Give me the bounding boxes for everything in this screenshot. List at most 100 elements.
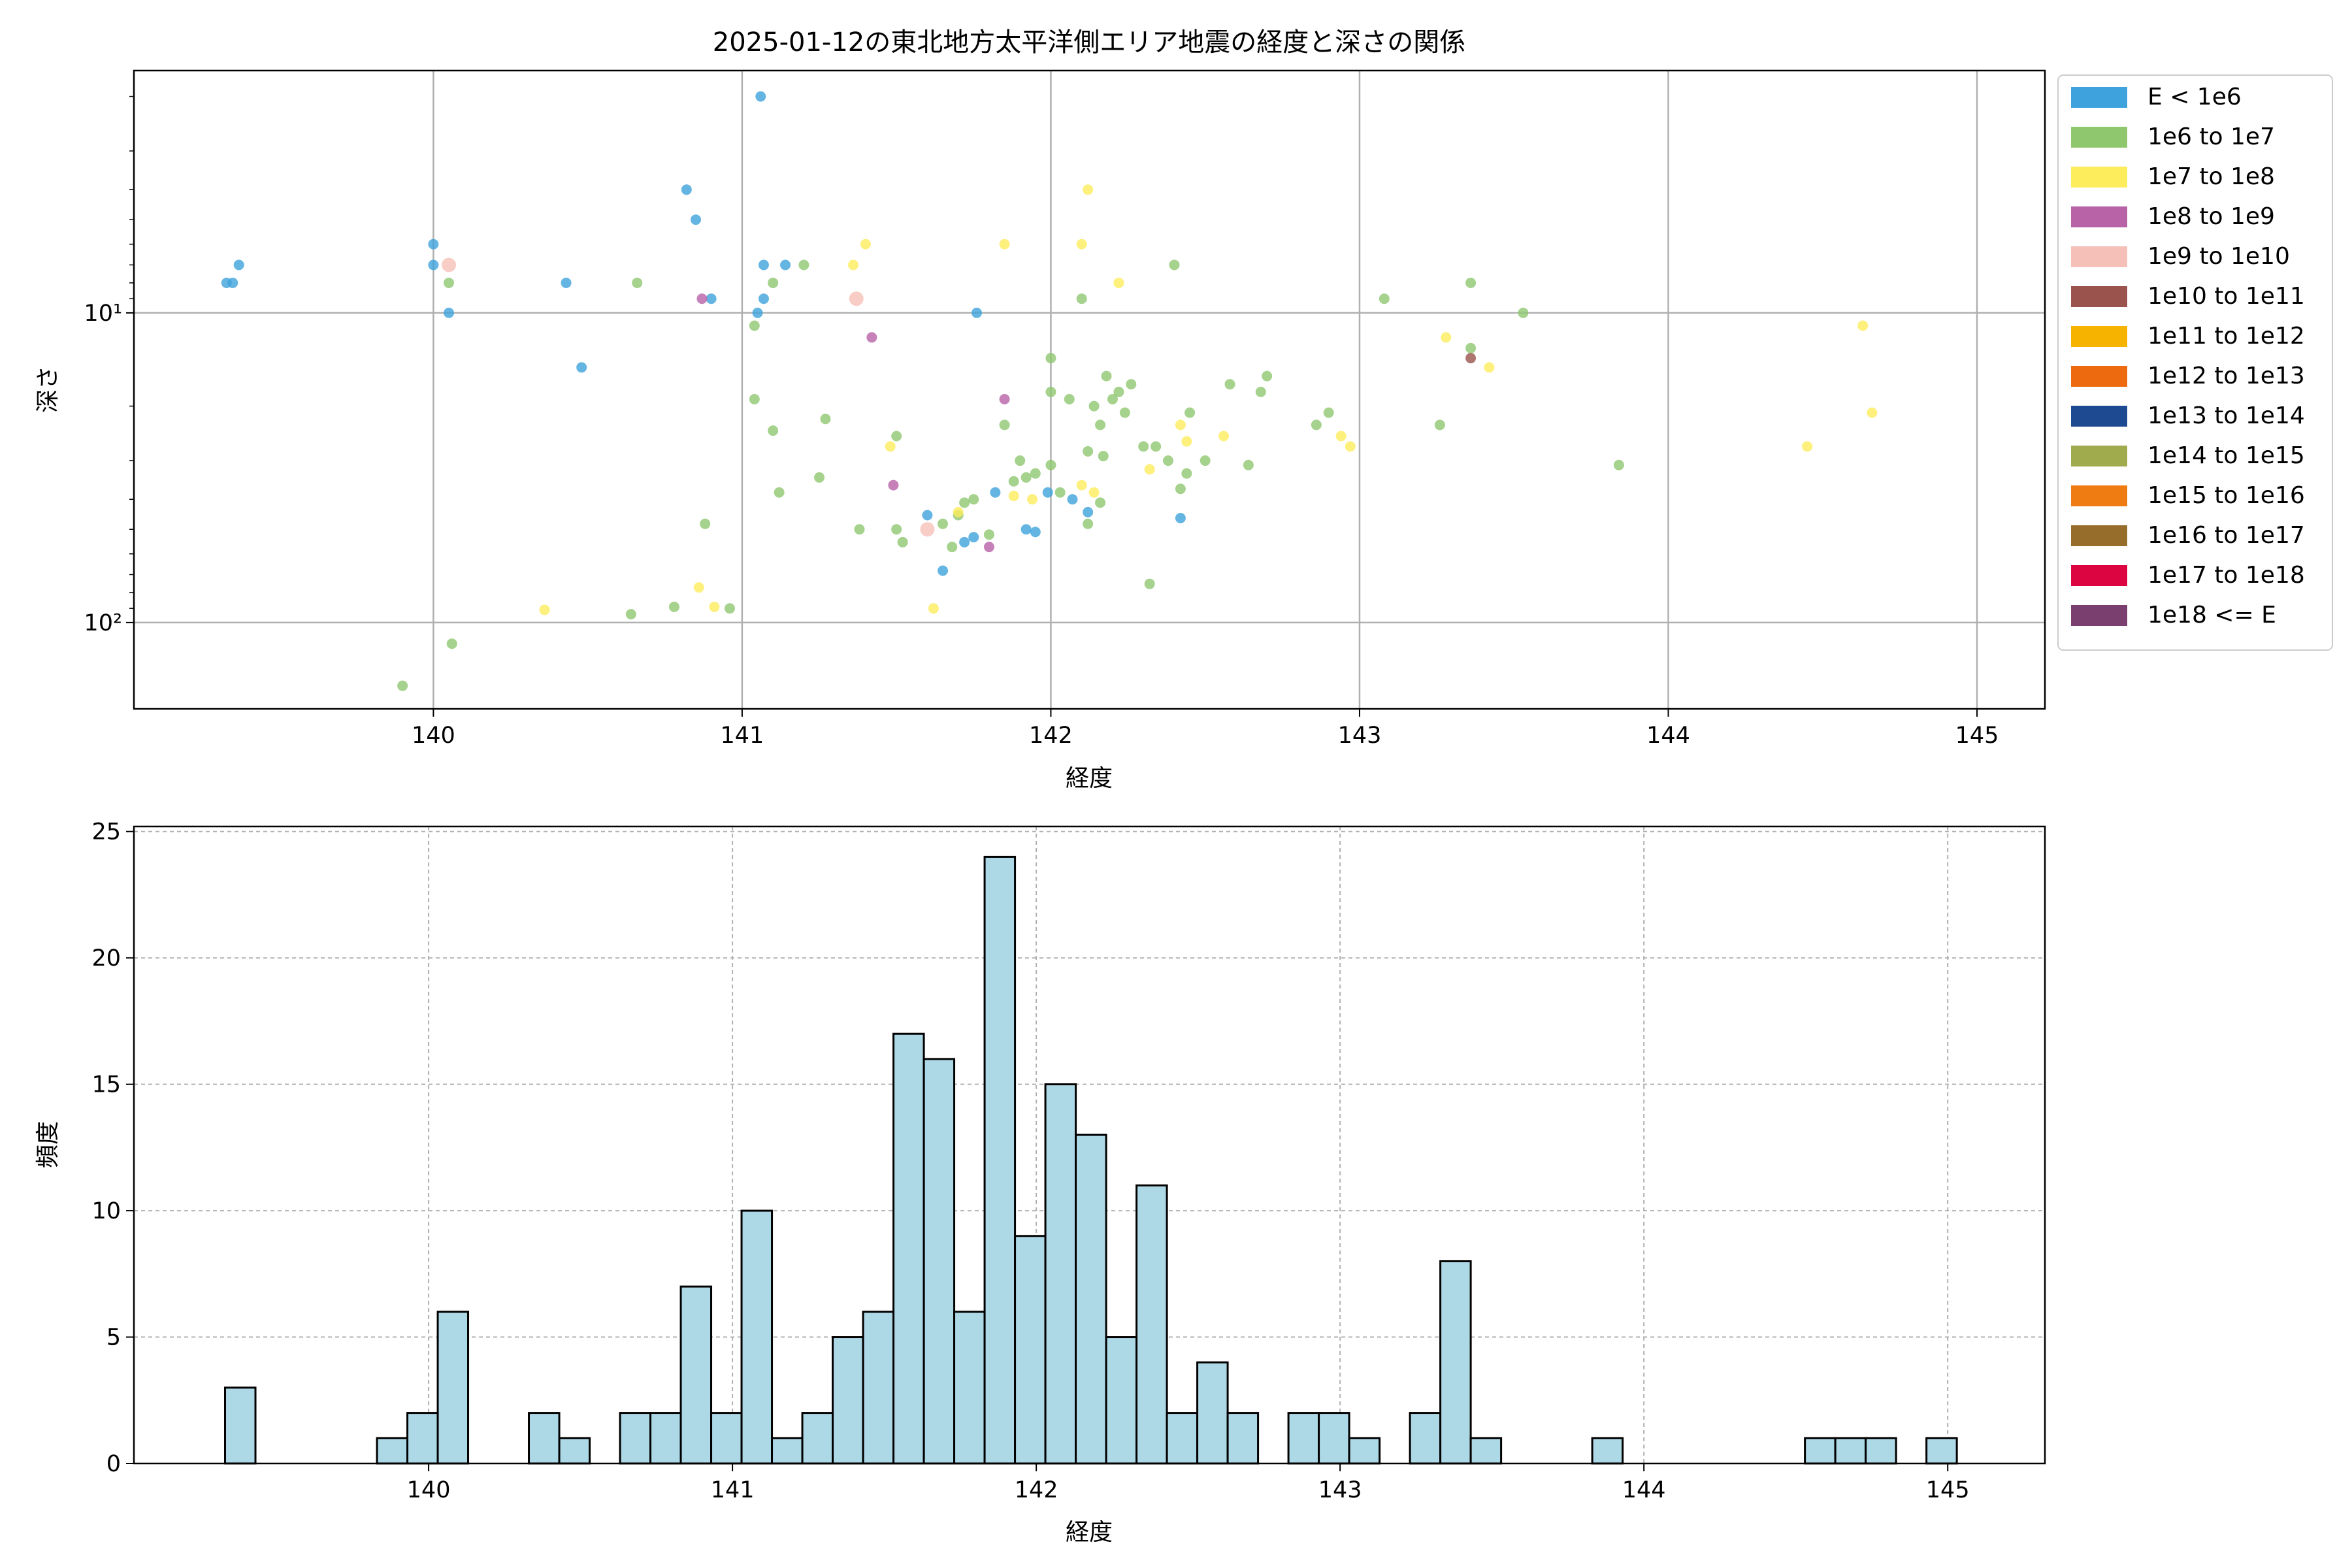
scatter-point — [1113, 386, 1124, 397]
scatter-point — [1045, 386, 1056, 397]
legend-swatch — [2071, 206, 2127, 227]
scatter-point — [1030, 527, 1041, 538]
histogram-bar — [558, 1437, 591, 1465]
scatter-point — [227, 277, 238, 288]
scatter-point — [1076, 293, 1087, 304]
legend-label: 1e10 to 1e11 — [2148, 283, 2305, 310]
histogram-y-tick-label: 0 — [106, 1451, 121, 1477]
legend-swatch — [2071, 167, 2127, 188]
histogram-bar — [436, 1311, 470, 1465]
scatter-point — [999, 419, 1010, 431]
scatter-point — [691, 214, 702, 225]
scatter-point — [758, 293, 769, 304]
scatter-point — [920, 522, 935, 537]
scatter-point — [1335, 431, 1347, 442]
scatter-point — [632, 277, 643, 288]
scatter-point — [1434, 419, 1445, 431]
scatter-point — [849, 291, 864, 306]
histogram-bar — [528, 1412, 561, 1465]
histogram-x-tick-label: 143 — [1318, 1477, 1362, 1503]
scatter-point — [1184, 407, 1196, 418]
scatter-point — [539, 604, 550, 615]
histogram-y-tick-label: 15 — [91, 1072, 121, 1098]
scatter-point — [1465, 342, 1477, 353]
scatter-points — [221, 91, 1878, 691]
histogram-bar — [1166, 1412, 1199, 1465]
histogram-x-tick-label: 144 — [1622, 1477, 1666, 1503]
histogram-bar — [862, 1311, 895, 1465]
scatter-point — [1064, 394, 1075, 405]
scatter-point — [1857, 320, 1869, 331]
histogram-bar — [679, 1285, 713, 1465]
legend-label: 1e17 to 1e18 — [2148, 562, 2305, 589]
scatter-point — [990, 487, 1001, 498]
scatter-point — [1802, 441, 1813, 452]
histogram-bar — [1075, 1134, 1107, 1465]
legend-label: E < 1e6 — [2148, 84, 2242, 110]
scatter-point — [885, 441, 896, 452]
scatter-point — [668, 601, 679, 612]
histogram-panel: 140 141 142 143 144 145 0 5 10 15 20 25 経度 頻度 — [35, 819, 2046, 1546]
scatter-point — [1175, 513, 1186, 524]
scatter-point — [1175, 483, 1186, 495]
scatter-point — [938, 565, 949, 576]
scatter-point — [947, 542, 958, 553]
histogram-bar — [892, 1032, 925, 1465]
scatter-x-tick-label: 141 — [720, 723, 764, 749]
histogram-bar — [1834, 1437, 1867, 1465]
histogram-xlabel: 経度 — [1066, 1519, 1113, 1546]
scatter-point — [700, 518, 711, 529]
scatter-point — [768, 425, 779, 436]
scatter-point — [983, 542, 994, 553]
histogram-bar — [1804, 1437, 1837, 1465]
legend-swatch — [2071, 87, 2127, 108]
scatter-point — [1379, 293, 1390, 304]
scatter-x-tick-label: 142 — [1029, 723, 1073, 749]
scatter-point — [922, 510, 933, 521]
scatter-point — [1169, 259, 1180, 270]
scatter-point — [724, 603, 735, 614]
scatter-point — [1345, 441, 1356, 452]
scatter-point — [749, 394, 760, 405]
histogram-y-tick-label: 5 — [106, 1325, 121, 1351]
scatter-point — [397, 680, 408, 691]
scatter-point — [1008, 491, 1019, 502]
scatter-point — [1076, 480, 1087, 491]
histogram-y-tick-label: 25 — [91, 819, 121, 845]
scatter-point — [854, 524, 865, 535]
legend-label: 1e8 to 1e9 — [2148, 203, 2275, 230]
histogram-bar — [983, 855, 1017, 1465]
scatter-point — [866, 332, 877, 343]
scatter-point — [1144, 464, 1155, 475]
histogram-bar — [1287, 1412, 1320, 1465]
scatter-point — [1083, 506, 1094, 517]
scatter-point — [983, 529, 994, 540]
scatter-point — [1113, 277, 1124, 288]
scatter-point — [814, 472, 825, 483]
histogram-x-tick-label: 141 — [711, 1477, 755, 1503]
histogram-bar — [1348, 1437, 1381, 1465]
scatter-point — [1015, 455, 1026, 466]
histogram-bar — [771, 1437, 804, 1465]
scatter-point — [1098, 451, 1109, 462]
scatter-point — [428, 238, 439, 250]
legend-label: 1e16 to 1e17 — [2148, 522, 2305, 549]
histogram-ticks: 140 141 142 143 144 145 0 5 10 15 20 25 — [91, 819, 1969, 1503]
scatter-point — [576, 362, 587, 373]
scatter-point — [1021, 524, 1032, 535]
histogram-bar — [1135, 1184, 1168, 1465]
scatter-point — [443, 277, 454, 288]
histogram-bar — [1014, 1235, 1047, 1465]
legend-swatch — [2071, 485, 2127, 506]
scatter-point — [1323, 407, 1334, 418]
scatter-point — [752, 307, 763, 318]
legend-label: 1e14 to 1e15 — [2148, 442, 2305, 469]
scatter-point — [1243, 459, 1254, 470]
scatter-point — [968, 494, 979, 505]
scatter-point — [1465, 277, 1477, 288]
scatter-point — [959, 497, 970, 508]
legend-swatch — [2071, 366, 2127, 387]
scatter-point — [1465, 353, 1477, 364]
scatter-point — [428, 259, 439, 270]
scatter-point — [1518, 307, 1529, 318]
